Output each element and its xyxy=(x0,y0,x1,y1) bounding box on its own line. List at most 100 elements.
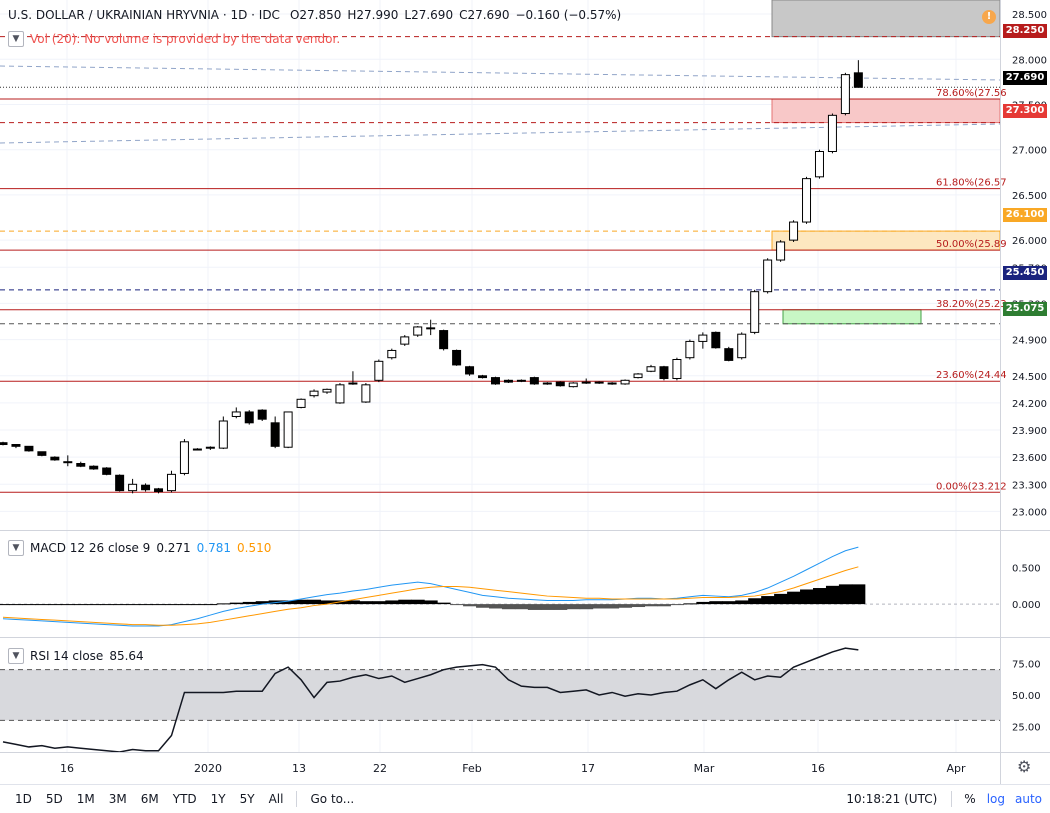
time-axis-label: 2020 xyxy=(194,762,222,775)
candle-body xyxy=(166,473,176,492)
candle-body xyxy=(283,411,293,448)
chevron-down-icon[interactable]: ▼ xyxy=(8,31,24,47)
candle-body xyxy=(11,444,21,447)
macd-histogram-bar xyxy=(152,604,166,606)
macd-histogram-bar xyxy=(424,600,438,605)
candle-body xyxy=(89,465,99,470)
candle-body xyxy=(646,366,656,372)
candle-body xyxy=(840,74,850,115)
macd-histogram-bar xyxy=(190,604,205,606)
price-label-25075: 25.075 xyxy=(1003,302,1047,316)
macd-histogram-bar xyxy=(722,601,736,605)
price-label-27300: 27.300 xyxy=(1003,104,1047,118)
range-6m[interactable]: 6M xyxy=(140,792,159,806)
macd-name: MACD 12 26 close 9 xyxy=(30,541,151,555)
log-toggle[interactable]: log xyxy=(986,792,1005,806)
macd-histogram-bar xyxy=(48,604,62,606)
candle-body xyxy=(192,448,202,451)
macd-histogram-bar xyxy=(229,602,244,605)
macd-histogram-bar xyxy=(398,599,412,605)
range-1d[interactable]: 1D xyxy=(15,792,32,806)
chevron-down-icon[interactable]: ▼ xyxy=(8,540,24,556)
macd-legend: ▼ MACD 12 26 close 9 0.271 0.781 0.510 xyxy=(8,540,277,556)
macd-histogram-bar xyxy=(657,604,671,607)
price-axis-label: 23.900 xyxy=(1012,426,1047,437)
alert-icon[interactable]: ! xyxy=(982,10,996,24)
macd-histogram-bar xyxy=(825,585,840,605)
macd-value-line: 0.781 xyxy=(196,541,232,555)
macd-histogram-bar xyxy=(165,604,179,606)
range-3m[interactable]: 3M xyxy=(108,792,127,806)
candle-body xyxy=(257,409,267,420)
candle-body xyxy=(581,381,591,384)
ohlc-low: L27.690 xyxy=(404,8,454,22)
macd-histogram-bar xyxy=(203,604,218,606)
price-axis-label: 28.500 xyxy=(1012,10,1047,21)
macd-histogram-bar xyxy=(450,604,464,606)
candle-body xyxy=(0,442,8,446)
macd-axis-label: 0.500 xyxy=(1012,564,1041,575)
range-5d[interactable]: 5D xyxy=(45,792,63,806)
range-all[interactable]: All xyxy=(268,792,284,806)
range-1y[interactable]: 1Y xyxy=(210,792,226,806)
macd-histogram-bar xyxy=(489,604,503,609)
price-label-current: 27.690 xyxy=(1003,71,1047,85)
gear-icon[interactable]: ⚙ xyxy=(1017,757,1032,776)
price-axis-label: 27.000 xyxy=(1012,146,1047,157)
time-axis-label: Mar xyxy=(694,762,715,775)
fib-level-label: 0.00%(23.212 xyxy=(936,481,1007,492)
macd-histogram-bar xyxy=(540,604,555,610)
macd-histogram-bar xyxy=(385,600,399,605)
price-axis-label: 24.900 xyxy=(1012,336,1047,347)
candle-body xyxy=(205,446,215,449)
macd-histogram-bar xyxy=(242,601,257,605)
time-axis-label: Feb xyxy=(462,762,481,775)
rsi-name: RSI 14 close xyxy=(30,649,104,663)
price-axis-label: 26.000 xyxy=(1012,236,1047,247)
macd-histogram-bar xyxy=(761,596,775,605)
rsi-axis-label: 75.00 xyxy=(1012,659,1041,670)
macd-histogram-bar xyxy=(813,588,827,605)
range-ytd[interactable]: YTD xyxy=(172,792,197,806)
candle-body xyxy=(374,360,384,381)
macd-line xyxy=(2,546,859,627)
time-axis-label: 13 xyxy=(292,762,306,775)
range-5y[interactable]: 5Y xyxy=(239,792,255,806)
ohlc-change: −0.160 (−0.57%) xyxy=(515,8,622,22)
candle-body xyxy=(439,330,449,350)
macd-histogram-bar xyxy=(320,600,334,605)
candle-body xyxy=(776,241,786,261)
candle-body xyxy=(309,390,319,397)
auto-toggle[interactable]: auto xyxy=(1014,792,1042,806)
candle-body xyxy=(607,382,617,385)
candle-body xyxy=(503,379,513,383)
candle-body xyxy=(218,420,228,449)
candle-body xyxy=(270,422,280,447)
macd-histogram-bar xyxy=(605,604,620,609)
price-axis-label: 23.600 xyxy=(1012,453,1047,464)
percent-toggle[interactable]: % xyxy=(964,792,976,806)
time-axis-label: 22 xyxy=(373,762,387,775)
range-1m[interactable]: 1M xyxy=(76,792,95,806)
candle-body xyxy=(63,461,73,464)
macd-histogram-bar xyxy=(139,604,153,606)
candle-body xyxy=(452,349,462,366)
candle-body xyxy=(478,375,488,379)
chevron-down-icon[interactable]: ▼ xyxy=(8,648,24,664)
candle-body xyxy=(711,331,721,349)
macd-histogram-bar xyxy=(126,604,140,606)
macd-histogram-bar xyxy=(255,601,270,605)
macd-signal-line xyxy=(2,566,859,626)
candle-body xyxy=(244,411,254,424)
macd-histogram-bar xyxy=(35,604,49,606)
candle-body xyxy=(141,484,151,491)
candle-body xyxy=(37,451,47,456)
goto-button[interactable]: Go to... xyxy=(310,792,355,806)
candle-body xyxy=(529,377,539,385)
symbol-title[interactable]: U.S. DOLLAR / UKRAINIAN HRYVNIA · 1D · I… xyxy=(8,8,280,22)
candle-body xyxy=(348,382,358,385)
macd-histogram-bar xyxy=(579,604,594,610)
time-axis-label: 16 xyxy=(811,762,825,775)
rsi-axis-label: 25.00 xyxy=(1012,723,1041,734)
